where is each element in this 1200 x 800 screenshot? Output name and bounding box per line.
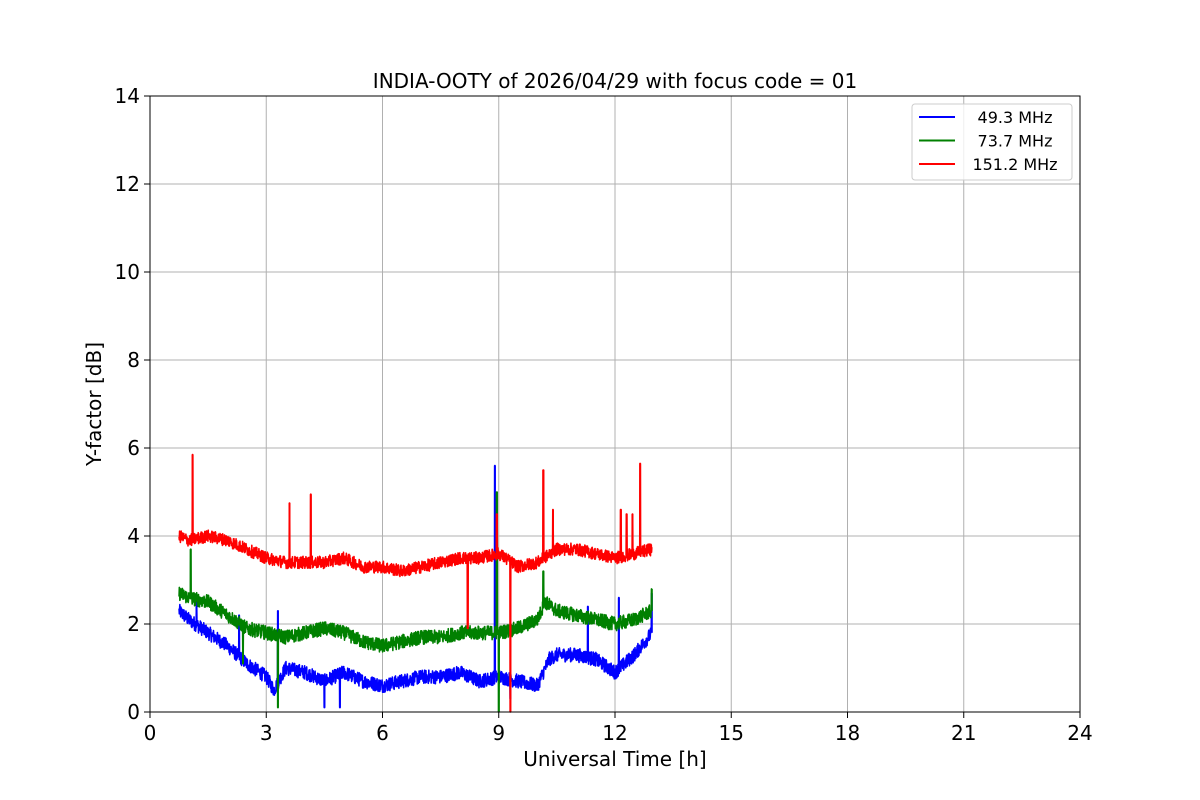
series-2 [178,453,653,713]
y-tick-label: 2 [127,612,140,636]
series-line [178,464,653,709]
y-axis-label: Y-factor [dB] [82,342,106,467]
legend-label: 73.7 MHz [978,132,1053,151]
x-tick-label: 3 [260,721,273,745]
y-tick-label: 6 [127,436,140,460]
y-axis: 0 2 4 6 8 10 12 14 [115,84,150,724]
y-tick-label: 14 [115,84,140,108]
y-tick-label: 10 [115,260,140,284]
series-0 [178,464,653,709]
x-tick-label: 9 [492,721,505,745]
chart-title: INDIA-OOTY of 2026/04/29 with focus code… [373,69,857,93]
x-tick-label: 18 [835,721,860,745]
y-tick-label: 0 [127,700,140,724]
series-line [178,491,653,713]
x-tick-label: 0 [144,721,157,745]
x-axis-label: Universal Time [h] [523,747,706,771]
series-1 [178,491,653,713]
x-tick-label: 21 [951,721,976,745]
y-tick-label: 4 [127,524,140,548]
legend-label: 151.2 MHz [972,155,1057,174]
series-layer [178,453,653,713]
legend-box [911,103,1073,181]
x-tick-label: 15 [719,721,744,745]
legend-label: 49.3 MHz [978,108,1053,127]
x-tick-label: 6 [376,721,389,745]
y-tick-label: 8 [127,348,140,372]
x-tick-label: 12 [602,721,627,745]
x-tick-label: 24 [1067,721,1092,745]
y-tick-label: 12 [115,172,140,196]
legend: 49.3 MHz 73.7 MHz 151.2 MHz [911,103,1073,181]
x-axis: 0 3 6 9 12 15 18 21 24 [144,712,1093,745]
series-line [178,453,653,713]
